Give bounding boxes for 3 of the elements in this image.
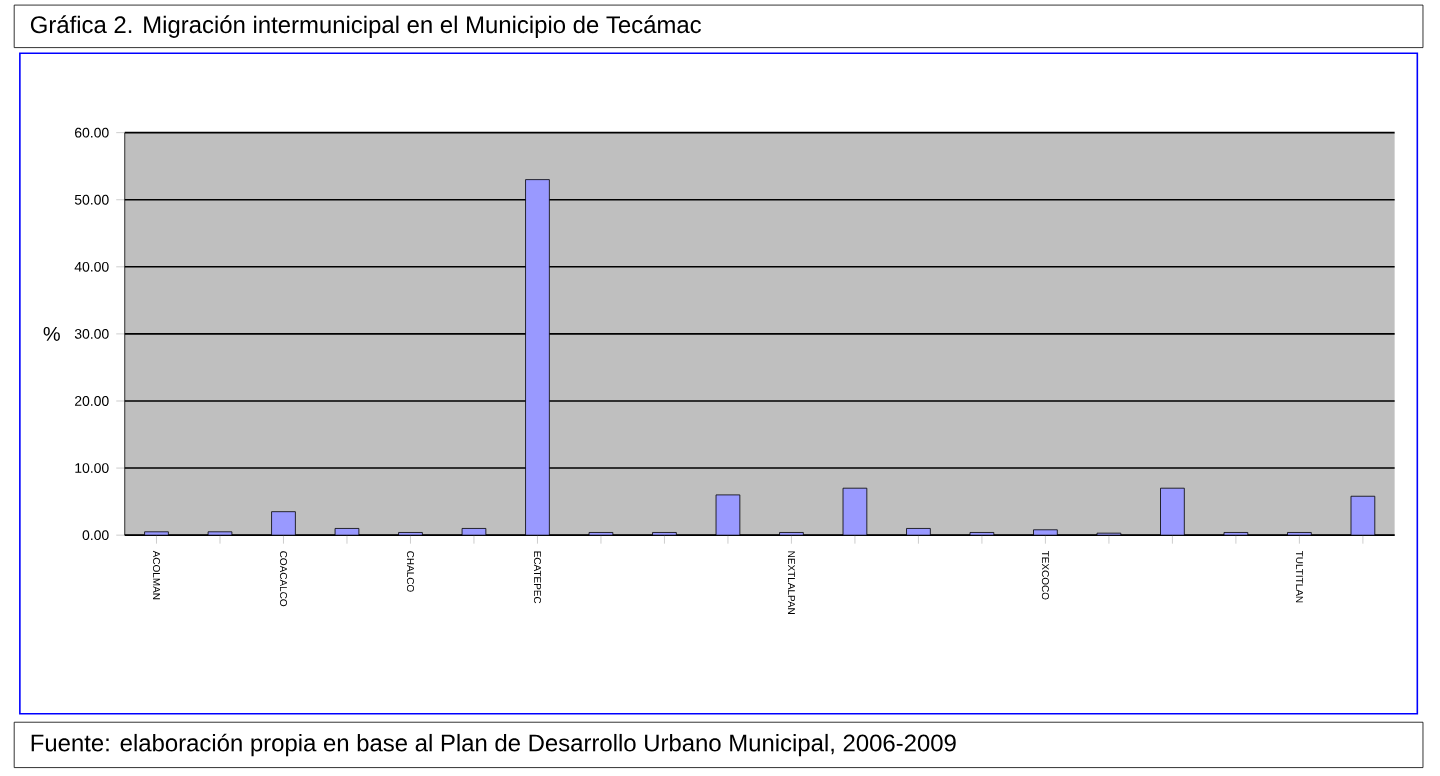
chart-title: Gráfica 2. Migración intermunicipal en el Municipio de Tecámac [30, 15, 701, 38]
source-note: Fuente: elaboración propia en base al Plan de Desarrollo Urbano Municipal, 2006-2009 [31, 733, 956, 757]
y-axis-title: % [43, 326, 60, 341]
